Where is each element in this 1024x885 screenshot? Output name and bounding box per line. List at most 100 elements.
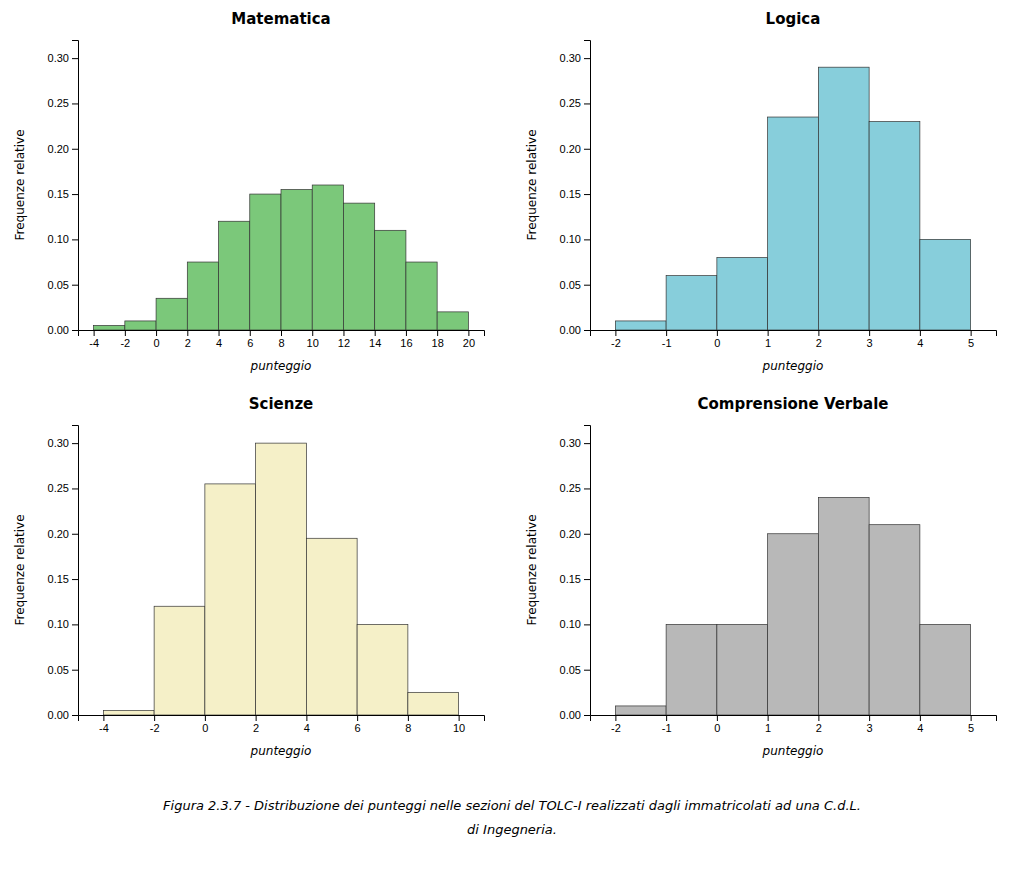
bars xyxy=(94,185,469,330)
tick-mark xyxy=(584,624,590,625)
tick-label: 0.00 xyxy=(48,709,69,721)
tick: 5 xyxy=(968,715,974,734)
bar xyxy=(103,710,154,715)
tick-label: 0 xyxy=(154,337,160,349)
tick-mark xyxy=(584,670,590,671)
axis-line xyxy=(72,41,79,331)
tick: 6 xyxy=(355,715,361,734)
y-axis: 0.000.050.100.150.200.250.30 xyxy=(48,41,79,337)
tick-mark xyxy=(584,285,590,286)
bar xyxy=(920,624,971,715)
tick-label: 3 xyxy=(867,722,873,734)
bars xyxy=(103,443,458,715)
tick: 4 xyxy=(216,330,222,349)
tick-label: 0.20 xyxy=(560,528,581,540)
tick: 0.20 xyxy=(48,528,78,540)
tick: 3 xyxy=(867,330,873,349)
tick-mark xyxy=(72,330,78,331)
tick-mark xyxy=(94,330,95,336)
bar xyxy=(768,534,819,715)
tick-label: -2 xyxy=(120,337,130,349)
bar xyxy=(125,321,156,330)
tick: 0.00 xyxy=(48,709,78,721)
bar xyxy=(256,443,307,715)
tick-mark xyxy=(717,330,718,336)
tick-mark xyxy=(72,285,78,286)
tick-mark xyxy=(72,488,78,489)
tick: 4 xyxy=(917,715,923,734)
tick-label: 0.15 xyxy=(560,573,581,585)
tick-label: 4 xyxy=(304,722,310,734)
panel: -4-2024681012141618200.000.050.100.150.2… xyxy=(13,10,485,373)
tick-mark xyxy=(615,715,616,721)
tick: 1 xyxy=(765,715,771,734)
tick-label: 2 xyxy=(816,722,822,734)
tick-label: 0.30 xyxy=(560,52,581,64)
tick-mark xyxy=(818,330,819,336)
tick-mark xyxy=(584,534,590,535)
tick: 0.05 xyxy=(48,279,78,291)
tick-label: 12 xyxy=(338,337,350,349)
tick-mark xyxy=(584,194,590,195)
tick: 0.25 xyxy=(560,482,590,494)
tick-label: 0.20 xyxy=(48,143,69,155)
tick-label: 1 xyxy=(765,722,771,734)
caption-line: Figura 2.3.7 - Distribuzione dei puntegg… xyxy=(163,798,861,813)
bar xyxy=(406,262,437,330)
tick-label: 0.30 xyxy=(48,437,69,449)
tick: 10 xyxy=(307,330,319,349)
tick-mark xyxy=(357,715,358,721)
tick-mark xyxy=(406,330,407,336)
tick-mark xyxy=(72,670,78,671)
tick: 20 xyxy=(463,330,475,349)
tick: 18 xyxy=(432,330,444,349)
tick-mark xyxy=(250,330,251,336)
tick-mark xyxy=(615,330,616,336)
tick: -2 xyxy=(611,330,621,349)
tick-label: 1 xyxy=(765,337,771,349)
caption: Figura 2.3.7 - Distribuzione dei puntegg… xyxy=(163,798,861,837)
tick-label: 0.00 xyxy=(560,324,581,336)
tick: -1 xyxy=(662,330,672,349)
tick: 14 xyxy=(369,330,381,349)
bar xyxy=(869,122,920,330)
tick-mark xyxy=(219,330,220,336)
bars xyxy=(615,498,970,716)
tick-mark xyxy=(818,715,819,721)
title: Logica xyxy=(766,10,821,28)
bar xyxy=(312,185,343,330)
tick-label: 0.30 xyxy=(560,437,581,449)
tick-mark xyxy=(72,534,78,535)
tick: 2 xyxy=(253,715,259,734)
tick: 3 xyxy=(867,715,873,734)
tick-label: 10 xyxy=(307,337,319,349)
tick: 0.15 xyxy=(48,573,78,585)
figure: -4-2024681012141618200.000.050.100.150.2… xyxy=(0,0,1024,885)
axis-line xyxy=(591,716,997,722)
tick-label: 14 xyxy=(369,337,381,349)
tick-label: -1 xyxy=(662,337,672,349)
tick: 0.10 xyxy=(560,233,590,245)
tick: 0.15 xyxy=(560,188,590,200)
tick-mark xyxy=(584,149,590,150)
tick: 0.15 xyxy=(48,188,78,200)
tick-mark xyxy=(584,330,590,331)
tick-mark xyxy=(971,715,972,721)
tick: -4 xyxy=(89,330,99,349)
tick: 0.20 xyxy=(560,528,590,540)
tick-mark xyxy=(869,330,870,336)
bar xyxy=(666,624,717,715)
tick-mark xyxy=(584,488,590,489)
bar xyxy=(219,221,250,330)
tick-label: 6 xyxy=(247,337,253,349)
tick-mark xyxy=(72,624,78,625)
tick-label: 0.10 xyxy=(48,618,69,630)
tick-mark xyxy=(72,149,78,150)
tick-mark xyxy=(156,330,157,336)
tick-mark xyxy=(72,715,78,716)
y-axis-title: Frequenze relative xyxy=(13,514,27,625)
tick-mark xyxy=(312,330,313,336)
title: Scienze xyxy=(249,395,314,413)
tick-label: 18 xyxy=(432,337,444,349)
tick-mark xyxy=(717,715,718,721)
